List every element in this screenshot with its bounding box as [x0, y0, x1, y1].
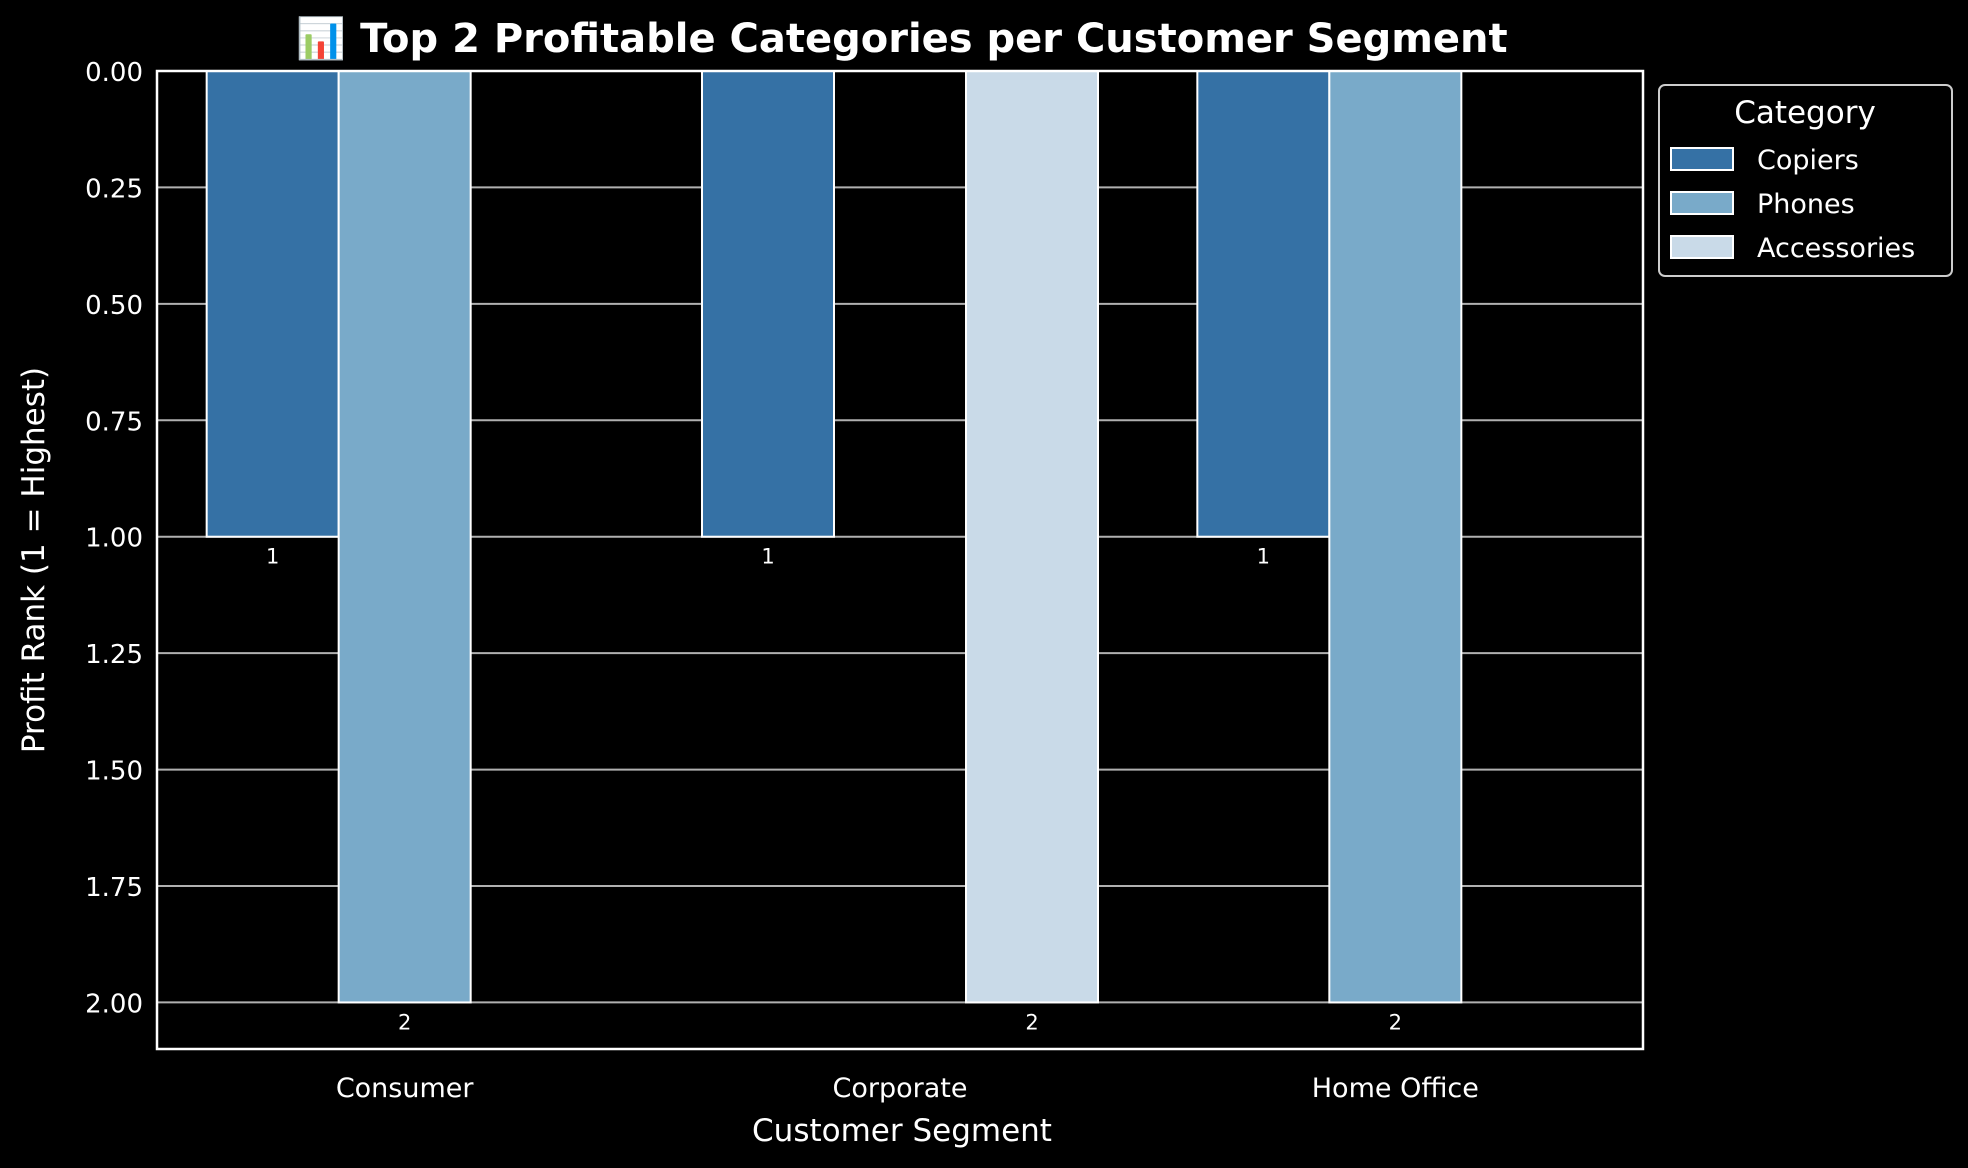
legend-swatch-phones: [1670, 191, 1734, 215]
y-tick-labels: 0.00 0.25 0.50 0.75 1.00 1.25 1.50 1.75 2.00: [85, 58, 143, 1019]
x-axis-label: Customer Segment: [752, 1113, 1052, 1149]
bars: [205, 70, 1463, 1004]
bar-accessories-corporate: [965, 70, 1099, 1004]
y-tick-label: 1.75: [85, 873, 143, 903]
x-tick-label: Consumer: [336, 1073, 475, 1104]
y-tick-label: 0.25: [85, 174, 143, 204]
y-tick-label: 2.00: [85, 989, 143, 1019]
chart-title: 📊 Top 2 Profitable Categories per Custom…: [296, 15, 1507, 62]
x-tick-label: Corporate: [833, 1073, 968, 1104]
data-labels: 1 2 1 2 1 2: [266, 545, 1402, 1035]
bar-value-label: 2: [398, 1010, 411, 1034]
legend-swatch-accessories: [1670, 235, 1734, 259]
bar-value-label: 2: [1025, 1010, 1038, 1034]
y-tick-label: 0.50: [85, 291, 143, 321]
plot-frame: [155, 69, 1645, 1051]
y-tick-label: 1.00: [85, 524, 143, 554]
bar-phones-home-office: [1328, 70, 1463, 1004]
bar-value-label: 1: [1257, 545, 1270, 569]
legend-label-copiers: Copiers: [1757, 145, 1859, 176]
bar-value-label: 2: [1389, 1010, 1402, 1034]
bar-copiers-corporate: [701, 70, 835, 538]
x-tick-labels: Consumer Corporate Home Office: [336, 1073, 1479, 1104]
legend-label-phones: Phones: [1757, 189, 1855, 220]
y-tick-label: 0.75: [85, 407, 143, 437]
bar-value-label: 1: [761, 545, 774, 569]
bar-copiers-consumer: [205, 70, 340, 538]
x-tick-label: Home Office: [1312, 1073, 1479, 1104]
bar-phones-consumer: [337, 70, 472, 1004]
bar-value-label: 1: [266, 545, 279, 569]
legend-label-accessories: Accessories: [1757, 233, 1915, 264]
bar-copiers-home-office: [1196, 70, 1331, 538]
legend-items: Copiers Phones Accessories: [1670, 145, 1915, 264]
legend-box: [1658, 84, 1953, 277]
y-axis-label: Profit Rank (1 = Highest): [16, 367, 52, 753]
y-tick-label: 0.00: [85, 58, 143, 88]
legend-swatch-copiers: [1670, 147, 1734, 171]
y-tick-label: 1.50: [85, 757, 143, 787]
y-tick-label: 1.25: [85, 640, 143, 670]
legend-title: Category: [1734, 95, 1876, 131]
legend: Category Copiers Phones Accessories: [1658, 84, 1953, 277]
